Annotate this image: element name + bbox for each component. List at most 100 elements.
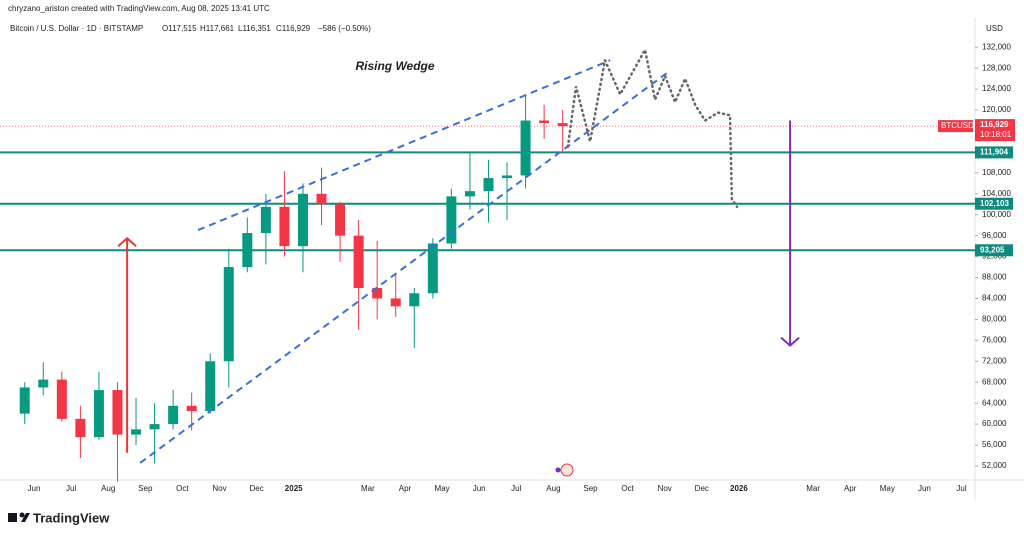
candle-body: [242, 233, 253, 268]
y-tick-label: 52,000: [982, 461, 1007, 470]
y-tick-label: 104,000: [982, 189, 1011, 198]
price-tag: [975, 119, 1015, 142]
candle-body: [223, 267, 234, 362]
y-tick-label: 76,000: [982, 335, 1007, 344]
x-tick-label: Apr: [844, 484, 857, 493]
x-tick-label: Nov: [658, 484, 672, 493]
candle-body: [131, 429, 142, 435]
x-tick-label: Mar: [361, 484, 375, 493]
brand: TradingView: [33, 510, 110, 525]
candle-body: [335, 204, 346, 236]
x-tick-label: Aug: [546, 484, 560, 493]
x-tick-label: Jul: [66, 484, 76, 493]
y-tick-label: 84,000: [982, 294, 1007, 303]
x-tick-label: Jul: [956, 484, 966, 493]
x-tick-label: Mar: [806, 484, 820, 493]
candle-body: [502, 175, 513, 179]
y-tick-label: 120,000: [982, 105, 1011, 114]
candle-body: [409, 293, 420, 307]
symbol-tag: [938, 120, 973, 133]
level-tag: [975, 146, 1013, 159]
projection-line: [566, 46, 739, 209]
candle-body: [483, 178, 494, 192]
x-tick-label: Jun: [28, 484, 41, 493]
x-tick-label: Nov: [212, 484, 226, 493]
x-tick-label: May: [880, 484, 895, 493]
x-tick-label: Oct: [621, 484, 634, 493]
x-tick-label: 2026: [730, 484, 748, 493]
x-tick-label: 2025: [285, 484, 303, 493]
ohlc-value: C116,929: [276, 24, 311, 33]
credit: chryzano_ariston created with TradingVie…: [8, 4, 270, 13]
candle-body: [539, 120, 550, 124]
y-tick-label: 56,000: [982, 440, 1007, 449]
candle-body: [520, 120, 531, 176]
x-tick-label: Aug: [101, 484, 115, 493]
y-tick-label: 108,000: [982, 168, 1011, 177]
x-tick-label: Dec: [249, 484, 263, 493]
logo: [8, 512, 30, 522]
ohlc-value: H117,661: [200, 24, 235, 33]
candle-body: [316, 193, 327, 205]
y-tick-label: 96,000: [982, 231, 1007, 240]
candle-body: [557, 123, 568, 127]
candle-body: [390, 298, 401, 307]
x-tick-label: Dec: [695, 484, 709, 493]
price-label: 116,929: [980, 120, 1009, 129]
x-tick-label: Sep: [583, 484, 598, 493]
y-tick-label: 72,000: [982, 356, 1007, 365]
wedge-line: [197, 59, 611, 232]
x-tick-label: Jul: [511, 484, 521, 493]
candle-body: [205, 361, 216, 412]
candle-body: [149, 424, 160, 430]
y-tick-label: 80,000: [982, 315, 1007, 324]
candle-body: [75, 418, 86, 438]
level-label: 111,904: [980, 148, 1009, 157]
candle-body: [464, 191, 475, 197]
ohlc: O117,515 H117,661 L116,351 C116,929 −586 (−0…: [162, 24, 371, 33]
x-tick-label: Sep: [138, 484, 153, 493]
y-tick-label: 124,000: [982, 84, 1011, 93]
candle-body: [297, 193, 308, 247]
ohlc-value: L116,351: [238, 24, 271, 33]
currency: USD: [986, 24, 1003, 33]
x-tick-label: May: [435, 484, 450, 493]
candle-body: [56, 379, 67, 419]
candle-body: [446, 196, 457, 244]
candle-body: [260, 206, 271, 234]
candle-body: [186, 405, 197, 412]
candle-body: [38, 379, 49, 388]
level-tag: [975, 197, 1013, 210]
candle-body: [427, 243, 438, 294]
candle-body: [279, 206, 290, 247]
y-tick-label: 64,000: [982, 398, 1007, 407]
x-tick-label: Jun: [473, 484, 486, 493]
candle-body: [19, 387, 30, 414]
x-tick-label: Oct: [176, 484, 189, 493]
candle-body: [112, 390, 123, 435]
x-tick-label: Jun: [918, 484, 931, 493]
y-tick-label: 60,000: [982, 419, 1007, 428]
y-tick-label: 100,000: [982, 210, 1011, 219]
level-tag: [975, 244, 1013, 257]
candle-body: [93, 390, 104, 438]
annotation: Rising Wedge: [355, 59, 434, 73]
arrow: [780, 120, 800, 347]
candle-body: [168, 405, 179, 425]
level-label: 102,103: [980, 199, 1009, 208]
candle-body: [353, 235, 364, 288]
y-tick-label: 68,000: [982, 377, 1007, 386]
y-tick-label: 88,000: [982, 273, 1007, 282]
arrow: [117, 236, 137, 453]
ohlc-value: O117,515: [162, 24, 197, 33]
candle-body: [372, 287, 383, 299]
symbol-label: BTCUSD: [941, 121, 974, 130]
y-tick-label: 128,000: [982, 63, 1011, 72]
y-tick-label: 132,000: [982, 42, 1011, 51]
event-flag: [555, 463, 574, 477]
ohlc-value: −586 (−0.50%): [318, 24, 371, 33]
x-tick-label: Apr: [399, 484, 412, 493]
countdown-label: 10:18:01: [980, 130, 1012, 139]
wedge-line: [139, 71, 669, 464]
